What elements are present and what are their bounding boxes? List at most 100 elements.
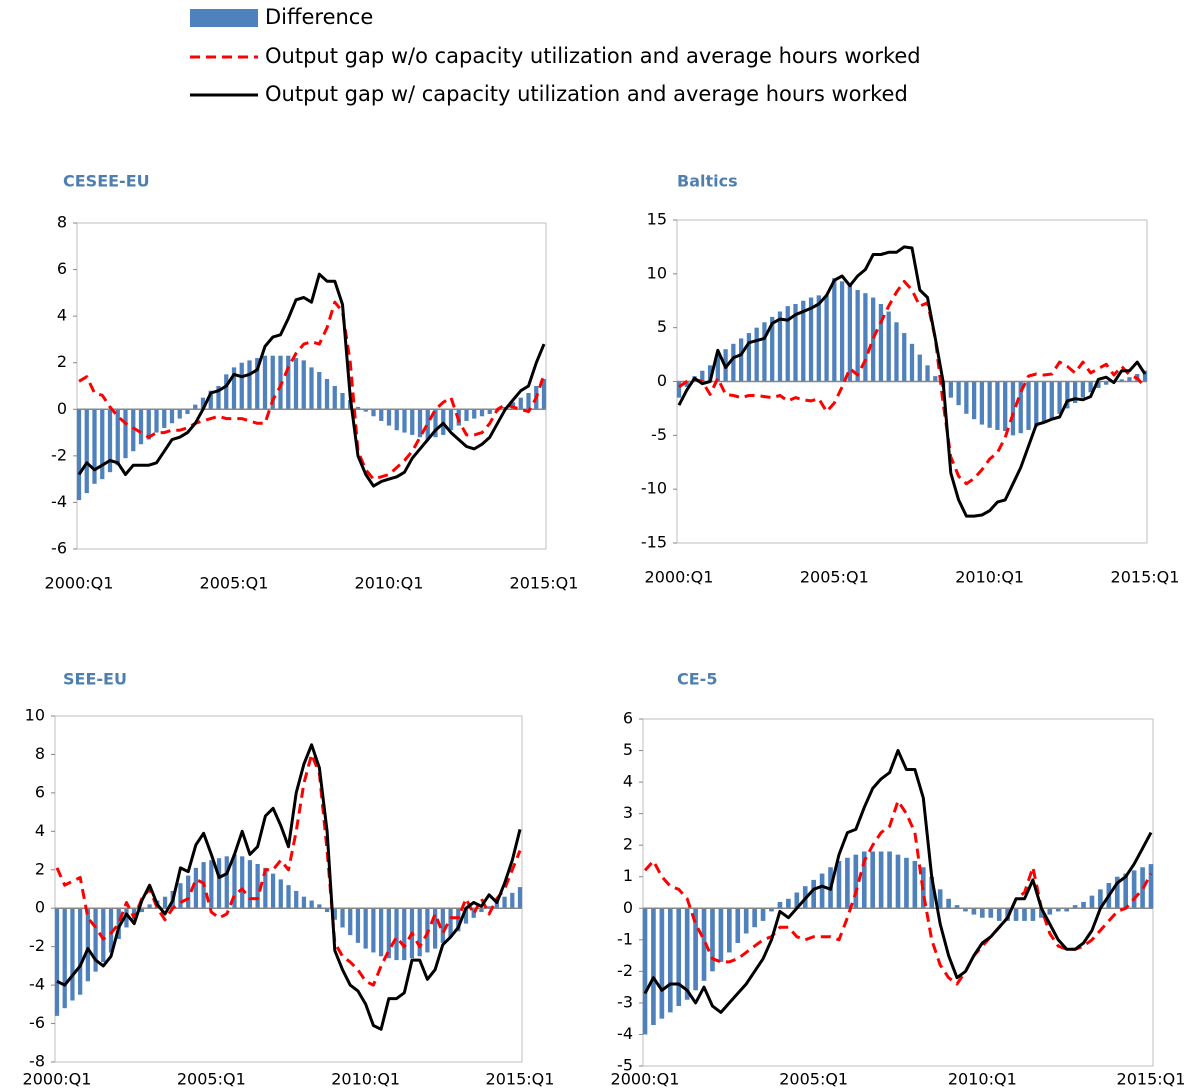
bar (1142, 370, 1148, 382)
bar (294, 890, 299, 909)
line-series (78, 300, 546, 481)
bar (410, 409, 415, 435)
bar (355, 908, 361, 943)
bar (917, 354, 922, 382)
bar (1022, 908, 1027, 921)
y-tick-label: 6 (35, 782, 45, 801)
bar (793, 303, 798, 382)
bar (255, 864, 260, 909)
bar (301, 360, 306, 410)
bar (76, 409, 82, 501)
bar (1041, 381, 1047, 423)
bar (324, 379, 330, 410)
bar (417, 908, 422, 957)
y-tick-label: 5 (657, 317, 667, 336)
bar (886, 311, 891, 382)
x-tick-label: 2015:Q1 (486, 1070, 555, 1089)
bar (394, 908, 399, 961)
bar (904, 857, 909, 909)
bar (332, 386, 337, 410)
bar (85, 908, 90, 982)
bar (239, 362, 244, 410)
bar (526, 392, 531, 410)
bar (667, 908, 673, 1013)
y-tick-label: -2 (51, 445, 67, 464)
bar (971, 381, 977, 420)
bar (836, 860, 842, 909)
bar (909, 343, 915, 382)
bar (871, 297, 876, 382)
panel-title: SEE-EU (63, 670, 127, 689)
bar (770, 316, 775, 382)
bar (216, 858, 222, 909)
y-tick-label: 10 (647, 263, 667, 282)
bar (988, 908, 994, 918)
bar (684, 908, 690, 1000)
bar (1089, 895, 1095, 909)
bar (895, 854, 901, 909)
y-tick-label: 4 (57, 306, 67, 325)
bar (324, 908, 330, 913)
y-tick-label: 0 (57, 399, 67, 418)
legend-swatch (190, 9, 258, 27)
bar (760, 908, 766, 921)
bar (348, 908, 353, 936)
bar (278, 879, 283, 909)
y-tick-label: -8 (29, 1052, 45, 1071)
bar (432, 908, 438, 949)
bar (887, 851, 892, 909)
bar (1039, 908, 1044, 918)
y-tick-label: 5 (623, 740, 633, 759)
bar (1072, 381, 1078, 404)
bar (425, 409, 430, 440)
bar (177, 409, 182, 419)
bar (1148, 864, 1154, 909)
x-tick-label: 2000:Q1 (23, 1070, 92, 1089)
bar (386, 908, 391, 959)
bar (855, 289, 860, 382)
bar (1047, 908, 1053, 915)
bar (464, 409, 469, 421)
bar (116, 908, 121, 939)
bar (101, 908, 106, 963)
y-tick-label: 4 (623, 772, 633, 791)
bar (463, 908, 469, 924)
bar (731, 343, 736, 382)
bar (1098, 889, 1103, 909)
bar (1081, 901, 1086, 909)
y-tick-label: -2 (29, 936, 45, 955)
bar (386, 409, 392, 426)
x-tick-label: 2005:Q1 (800, 568, 869, 587)
bar (693, 908, 698, 991)
y-tick-label: 0 (35, 898, 45, 917)
panel-title: Baltics (677, 172, 738, 191)
bar (754, 327, 759, 382)
bar (456, 908, 461, 932)
bar (894, 322, 899, 382)
bar (232, 854, 237, 909)
bar (231, 367, 237, 410)
bar (371, 908, 376, 953)
bar (1049, 381, 1054, 419)
bar (270, 355, 275, 410)
bar (154, 409, 159, 433)
bar (1119, 379, 1124, 382)
bar (651, 908, 656, 1025)
bar (286, 355, 291, 410)
bar (659, 908, 665, 1019)
bar (340, 392, 345, 410)
bar (954, 905, 960, 909)
line-series (677, 245, 1147, 518)
bar (1018, 381, 1023, 434)
y-tick-label: 2 (623, 835, 633, 854)
bar (92, 409, 97, 484)
bar (448, 908, 453, 938)
bar (845, 857, 850, 909)
bar (948, 381, 953, 398)
bar (208, 390, 213, 410)
bar (1096, 381, 1101, 388)
bar (309, 900, 314, 909)
bar (487, 409, 492, 414)
bar (738, 338, 744, 382)
